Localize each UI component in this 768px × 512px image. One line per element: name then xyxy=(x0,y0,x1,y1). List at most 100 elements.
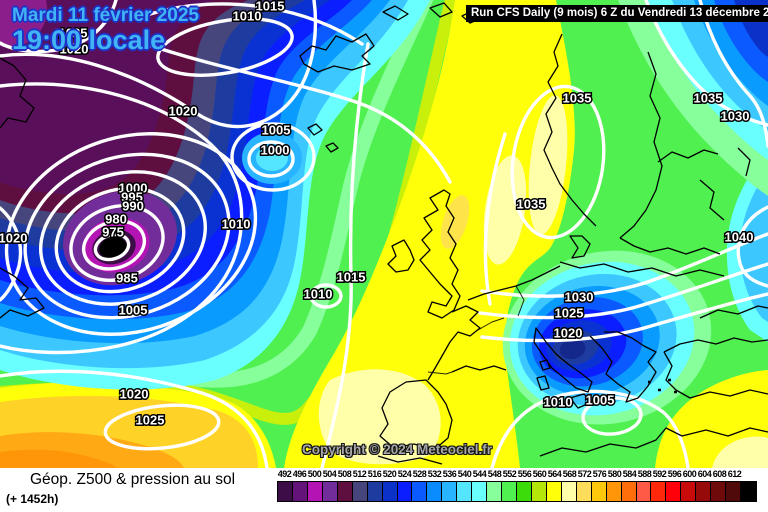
legend-swatch xyxy=(636,482,652,501)
pressure-label: 1025 xyxy=(136,413,165,428)
legend-value: 596 xyxy=(667,469,682,479)
legend-value: 528 xyxy=(412,469,427,479)
legend-value: 556 xyxy=(517,469,532,479)
legend-value: 576 xyxy=(592,469,607,479)
legend-value: 568 xyxy=(562,469,577,479)
pressure-label: 975 xyxy=(102,225,124,240)
legend-value: 520 xyxy=(382,469,397,479)
legend-swatch xyxy=(502,482,517,501)
legend-value: 584 xyxy=(622,469,637,479)
coastlines xyxy=(0,2,768,465)
legend-swatches-row xyxy=(277,481,757,502)
pressure-label: 1020 xyxy=(60,42,89,57)
pressure-label: 1020 xyxy=(0,231,27,246)
pressure-label: 1015 xyxy=(337,270,366,285)
pressure-label: 980 xyxy=(105,212,127,227)
legend-value: 604 xyxy=(697,469,712,479)
legend-value: 516 xyxy=(367,469,382,479)
pressure-label: 1030 xyxy=(721,109,750,124)
legend-swatch xyxy=(382,482,398,501)
pressure-label: 1035 xyxy=(563,91,592,106)
legend-value: 532 xyxy=(427,469,442,479)
legend-swatch xyxy=(651,482,667,501)
legend-swatch xyxy=(681,482,697,501)
legend-swatch xyxy=(487,482,503,501)
legend-swatch xyxy=(397,482,413,501)
legend-value: 544 xyxy=(472,469,487,479)
pressure-label: 985 xyxy=(116,271,138,286)
legend-value: 536 xyxy=(442,469,457,479)
legend-swatch xyxy=(442,482,458,501)
legend-value: 564 xyxy=(547,469,562,479)
legend-value: 548 xyxy=(487,469,502,479)
legend-value: 608 xyxy=(712,469,727,479)
pressure-label: 1040 xyxy=(725,230,754,245)
legend-value: 524 xyxy=(397,469,412,479)
legend-swatch xyxy=(726,482,742,501)
pressure-label: 1035 xyxy=(694,91,723,106)
legend-value: 504 xyxy=(322,469,337,479)
pressure-label: 1005 xyxy=(262,123,291,138)
legend-value: 496 xyxy=(292,469,307,479)
legend-swatch xyxy=(666,482,682,501)
legend-swatch xyxy=(307,482,323,501)
pressure-label: 1010 xyxy=(222,217,251,232)
pressure-label: 1020 xyxy=(120,387,149,402)
legend-swatch xyxy=(322,482,338,501)
map-parameter-title: Géop. Z500 & pression au sol xyxy=(30,471,236,488)
weather-map: 1015 1010 1025 1020 1020 1005 1000 1035 1035 1030… xyxy=(0,0,768,468)
legend-value: 508 xyxy=(337,469,352,479)
pressure-label: 1030 xyxy=(565,290,594,305)
legend-swatch xyxy=(591,482,607,501)
pressure-label: 1005 xyxy=(586,393,615,408)
legend-value: 540 xyxy=(457,469,472,479)
legend-value: 500 xyxy=(307,469,322,479)
pressure-label: 1025 xyxy=(59,26,88,41)
pressure-label: 1010 xyxy=(544,395,573,410)
legend-swatch xyxy=(457,482,473,501)
legend-values-row: 492 496 500 504 508 512 516 520 524 528 532 536 540 5… xyxy=(277,469,757,480)
legend-swatch xyxy=(517,482,532,501)
pressure-label: 990 xyxy=(122,199,144,214)
legend-value: 580 xyxy=(607,469,622,479)
legend-value: 492 xyxy=(277,469,292,479)
color-scale-legend: 492 496 500 504 508 512 516 520 524 528 532 536 540 5… xyxy=(277,469,757,502)
model-run-banner: Run CFS Daily (9 mois) 6 Z du Vendredi 1… xyxy=(466,5,768,22)
legend-value: 512 xyxy=(352,469,367,479)
legend-swatch xyxy=(711,482,727,501)
legend-swatch xyxy=(367,482,383,501)
legend-swatch xyxy=(606,482,622,501)
legend-swatch xyxy=(278,482,293,501)
legend-value: 560 xyxy=(532,469,547,479)
pressure-label: 1000 xyxy=(119,181,148,196)
legend-swatch xyxy=(292,482,308,501)
legend-swatch xyxy=(621,482,637,501)
pressure-label: 1010 xyxy=(304,287,333,302)
legend-value: 588 xyxy=(637,469,652,479)
legend-value: 552 xyxy=(502,469,517,479)
map-footer: Géop. Z500 & pression au sol (+ 1452h) 4… xyxy=(0,468,768,512)
legend-swatch xyxy=(696,482,712,501)
forecast-lead-time: (+ 1452h) xyxy=(6,492,59,506)
pressure-label: 1005 xyxy=(119,303,148,318)
pressure-label: 1000 xyxy=(261,143,290,158)
legend-value: 592 xyxy=(652,469,667,479)
pressure-label: 1025 xyxy=(555,306,584,321)
legend-swatch xyxy=(352,482,368,501)
legend-swatch xyxy=(412,482,428,501)
legend-swatch xyxy=(427,482,443,501)
pressure-label: 995 xyxy=(121,190,143,205)
legend-value: 600 xyxy=(682,469,697,479)
legend-swatch xyxy=(337,482,353,501)
legend-swatch xyxy=(561,482,577,501)
legend-swatch xyxy=(472,482,488,501)
legend-swatch xyxy=(546,482,562,501)
legend-value: 572 xyxy=(577,469,592,479)
pressure-label: 1015 xyxy=(256,0,285,14)
pressure-label: 1010 xyxy=(233,9,262,24)
legend-end-cap xyxy=(741,482,756,501)
pressure-label: 1020 xyxy=(554,326,583,341)
pressure-label: 1035 xyxy=(517,197,546,212)
